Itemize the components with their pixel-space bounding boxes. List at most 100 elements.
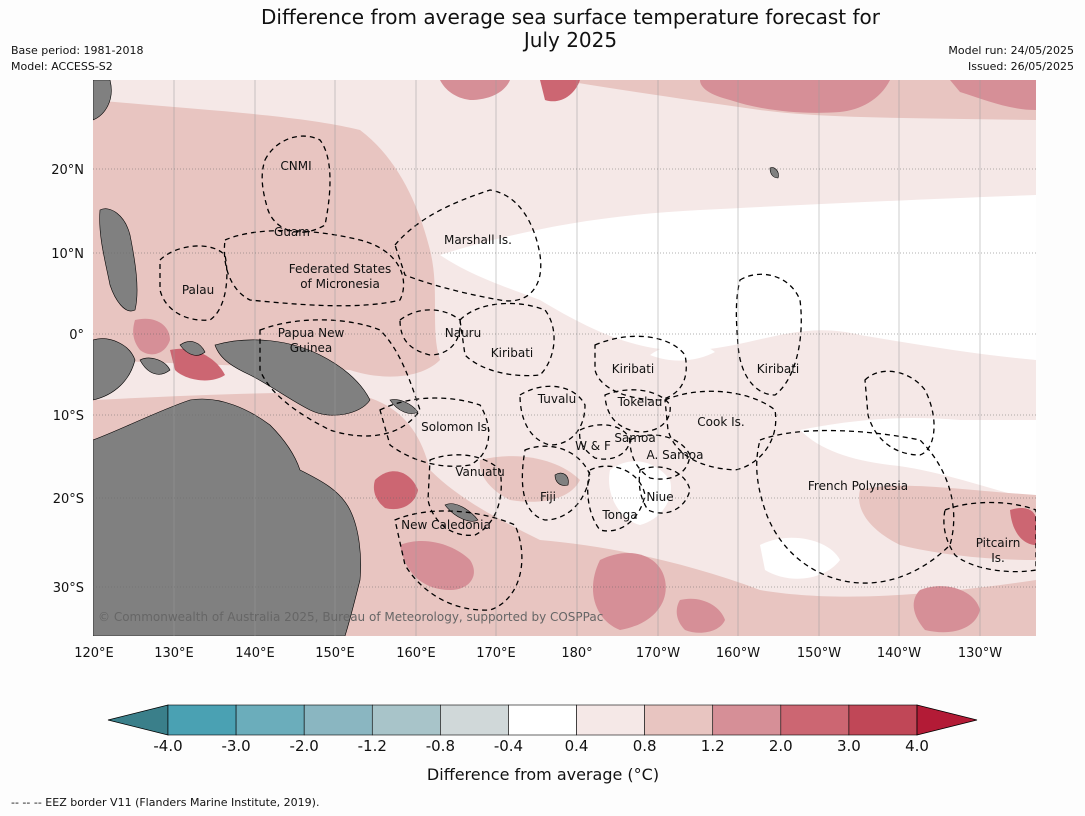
warm-region [859,485,1036,560]
neutral-region [760,537,840,579]
colorbar-segment [780,704,850,736]
label-solomon: Solomon Is. [421,420,491,434]
colorbar-label: Difference from average (°C) [427,765,659,784]
eez-footnote: -- -- -- EEZ border V11 (Flanders Marine… [11,796,320,809]
colorbar-segment [235,704,305,736]
hot-region [676,598,725,633]
lon-axis: 120°E 130°E 140°E 150°E 160°E 170°E 180°… [74,646,1002,661]
hot-region [170,348,225,381]
taiwan-land [93,80,112,121]
colorbar-segment [371,704,441,736]
copyright-text: © Commonwealth of Australia 2025, Bureau… [98,610,603,624]
hot-region [950,80,1036,110]
hot-region [1010,508,1036,545]
title-line-1: Difference from average sea surface temp… [260,5,880,29]
colorbar-tick-label: -2.0 [290,737,319,755]
colorbar-tick-label: -4.0 [153,737,182,755]
neutral-region [609,461,671,525]
lon-label: 120°E [74,646,114,661]
label-pitcairn-2: Is. [991,551,1005,565]
model-run: Model run: 24/05/2025 [948,44,1074,57]
label-niue: Niue [646,490,673,504]
lon-label: 170°E [476,646,516,661]
colorbar-tick-label: -0.8 [426,737,455,755]
lon-label: 140°W [877,646,921,661]
label-vanuatu: Vanuatu [455,465,505,479]
hot-region [540,80,580,102]
colorbar-segment [644,704,714,736]
warm-region [479,456,580,502]
label-new-caledonia: New Caledonia [401,518,491,532]
label-fsm-2: of Micronesia [300,277,380,291]
colorbar-tick-label: 4.0 [905,737,929,755]
lon-label: 150°E [315,646,355,661]
label-tonga: Tonga [601,508,637,522]
hot-region [400,540,474,590]
lat-label: 0° [69,328,84,343]
lat-label: 30°S [53,581,84,596]
label-marshall: Marshall Is. [444,233,512,247]
warm-region [93,100,440,377]
colorbar-tick-label: 3.0 [837,737,861,755]
neutral-region [990,225,1036,244]
lon-label: 180° [561,646,592,661]
map-title: Difference from average sea surface temp… [0,6,1085,52]
island-land [139,357,171,375]
lat-label: 10°S [53,409,84,424]
lat-label: 20°N [51,163,84,178]
borneo-land [93,338,136,401]
colorbar-segment [167,704,237,736]
neutral-region [800,418,1036,500]
label-samoa: Samoa [614,431,655,445]
lon-label: 170°W [636,646,680,661]
issued-date: Issued: 26/05/2025 [967,60,1074,73]
label-png-1: Papua New [278,326,345,340]
label-palau: Palau [182,283,214,297]
colorbar-tick-label: 2.0 [769,737,793,755]
label-pitcairn-1: Pitcairn [976,536,1021,550]
label-cook: Cook Is. [697,415,744,429]
lat-label: 10°N [51,247,84,262]
colorbar-tick-label: 0.8 [633,737,657,755]
lon-label: 150°W [797,646,841,661]
lon-label: 140°E [235,646,275,661]
australia-land [93,398,361,636]
lon-label: 130°E [154,646,194,661]
hot-region [373,471,418,510]
hot-region [440,80,510,100]
model-name: Model: ACCESS-S2 [11,60,113,73]
colorbar-segment [576,704,645,736]
colorbar-segment [848,704,918,736]
label-kiribati-w: Kiribati [491,346,533,360]
colorbar-segment [303,704,373,736]
island-land [179,341,206,356]
new-caledonia-land [444,503,479,522]
label-french-polynesia: French Polynesia [808,479,908,493]
label-tuvalu: Tuvalu [537,392,577,406]
lat-gridlines [93,168,1036,588]
new-guinea-land [214,339,371,416]
place-labels: CNMI Guam Marshall Is. Federated States … [182,159,1020,565]
label-fiji: Fiji [540,490,556,504]
lat-label: 20°S [53,492,84,507]
hot-region [592,552,666,630]
colorbar-tick-label: -0.4 [494,737,523,755]
hot-region [913,586,980,633]
colorbar-tick-label: 0.4 [565,737,589,755]
lon-label: 160°W [716,646,760,661]
label-fsm-1: Federated States [289,262,391,276]
lat-axis: 20°N 10°N 0° 10°S 20°S 30°S [51,163,84,596]
colorbar-extend-high [916,704,978,736]
lon-label: 130°W [958,646,1002,661]
colorbar-tick-label: -3.0 [221,737,250,755]
philippines-land [99,208,138,312]
label-guam: Guam [274,225,310,239]
hot-region [700,80,890,113]
label-nauru: Nauru [445,326,481,340]
base-period: Base period: 1981-2018 [11,44,144,57]
label-tokelau: Tokelau [617,395,663,409]
label-cnmi: CNMI [280,159,311,173]
label-wf: W & F [575,439,611,453]
label-kiribati-c: Kiribati [612,362,654,376]
